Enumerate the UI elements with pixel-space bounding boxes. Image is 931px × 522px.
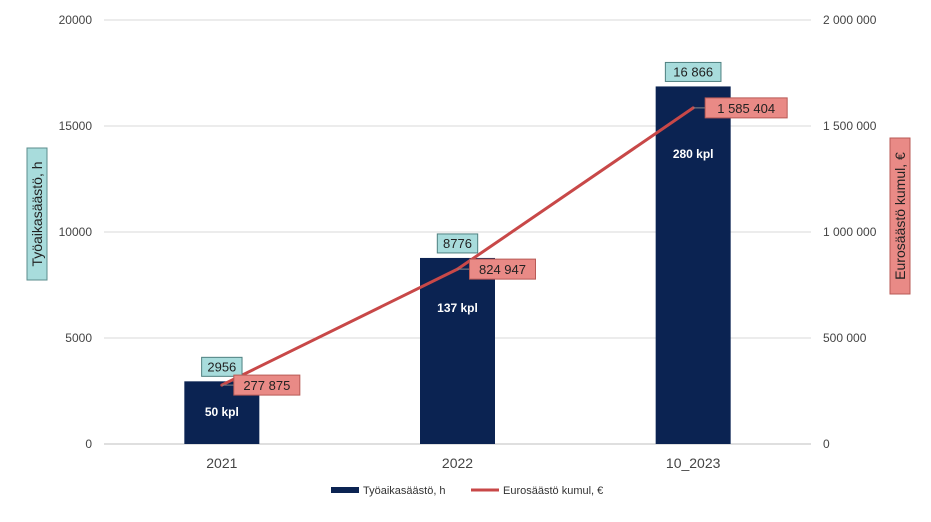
line-value-label-box (704, 97, 788, 119)
bar-value-label-box (436, 233, 479, 254)
bar-series: 50 kpl 137 kpl 280 kpl (184, 86, 731, 445)
bar-value-label: 2956 (207, 359, 236, 374)
bar-value-label: 8776 (443, 236, 472, 251)
x-axis: 2021 2022 10_2023 (206, 455, 720, 471)
bar-inner-label: 280 kpl (673, 147, 714, 161)
y2-tick-label: 1 500 000 (823, 119, 877, 133)
y2-axis-title: Eurosäästö kumul, € (889, 137, 911, 295)
bar-value-label-box (664, 61, 722, 82)
y2-tick-label: 2 000 000 (823, 13, 877, 27)
right-axis: 0 500 000 1 000 000 1 500 000 2 000 000 (823, 13, 877, 451)
y2-axis-title-box (889, 137, 911, 295)
y2-tick-label: 1 000 000 (823, 225, 877, 239)
data-labels: 2956 8776 16 866 277 875 824 947 1 585 404 (201, 61, 788, 396)
x-tick-label: 2021 (206, 455, 237, 471)
y2-tick-label: 0 (823, 437, 830, 451)
x-tick-label: 2022 (442, 455, 473, 471)
legend-label-bars: Työaikasäästö, h (363, 485, 446, 497)
line-value-label: 277 875 (243, 378, 290, 393)
y-tick-label: 10000 (59, 225, 93, 239)
line-value-label-box (469, 258, 536, 280)
bar (420, 257, 495, 444)
legend-swatch-bars (331, 487, 359, 493)
line-value-label: 824 947 (479, 262, 526, 277)
y-axis-title-box (26, 147, 48, 281)
y2-tick-label: 500 000 (823, 331, 867, 345)
bar-inner-label: 137 kpl (437, 301, 478, 315)
x-tick-label: 10_2023 (666, 455, 721, 471)
y-tick-label: 20000 (59, 13, 93, 27)
legend: Työaikasäästö, h Eurosäästö kumul, € (331, 485, 603, 497)
bar-inner-label: 50 kpl (205, 405, 239, 419)
y-axis-title: Työaikasäästö, h (26, 147, 48, 281)
y2-axis-title-text: Eurosäästö kumul, € (892, 152, 908, 280)
bar-value-label: 16 866 (673, 64, 713, 79)
y-axis-title-text: Työaikasäästö, h (29, 161, 45, 266)
y-tick-label: 5000 (65, 331, 92, 345)
line-value-label-box (233, 374, 301, 396)
bar (655, 86, 731, 445)
line-value-label: 1 585 404 (717, 101, 775, 116)
y-tick-label: 0 (85, 437, 92, 451)
legend-label-line: Eurosäästö kumul, € (503, 485, 603, 497)
left-axis: 0 5000 10000 15000 20000 (59, 13, 93, 451)
bar-value-label-box (201, 356, 243, 377)
y-tick-label: 15000 (59, 119, 93, 133)
